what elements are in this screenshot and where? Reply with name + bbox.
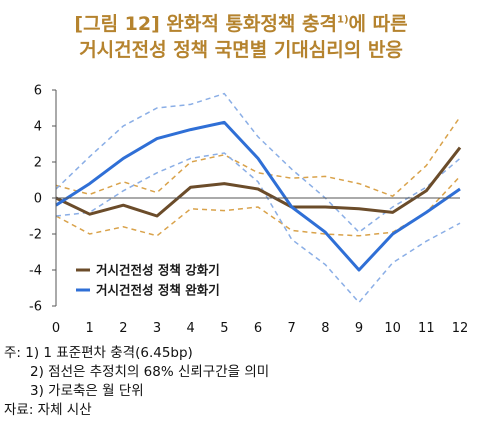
confidence-bands [55,92,461,304]
x-tick-label: 0 [52,321,60,336]
chart-notes: 주: 1) 1 표준편차 충격(6.45bp) 2) 점선은 추정치의 68% … [4,344,269,420]
x-tick-label: 2 [119,321,127,336]
x-tick-label: 8 [321,321,329,336]
series-2-line [55,120,461,272]
source-note: 자료: 자체 시산 [4,402,92,418]
x-tick-label: 9 [355,321,363,336]
y-tick-label: 6 [34,84,42,99]
series-2-lower-band [55,152,461,304]
x-tick-label: 4 [187,321,195,336]
note-line-2: 2) 점선은 추정치의 68% 신뢰구간을 의미 [30,364,270,380]
x-tick-label: 11 [418,321,435,336]
x-tick-label: 6 [254,321,262,336]
series-1-upper-band [55,116,461,198]
title-tail-text: 에 따른 [348,13,408,35]
x-tick-label: 12 [452,321,469,336]
title-footnote-mark: 1) [336,14,349,26]
chart-title-line2: 거시건전성 정책 국면별 기대심리의 반응 [79,39,403,61]
y-tick-label: -6 [29,300,42,315]
note-line-3: 3) 가로축은 월 단위 [30,383,144,399]
x-tick-label: 5 [220,321,228,336]
title-main-text: [그림 12] 완화적 통화정책 충격 [74,13,337,35]
y-tick-label: -4 [29,264,42,279]
series-lines [55,120,462,272]
y-tick-label: 0 [34,192,42,207]
x-tick-label: 7 [288,321,296,336]
x-tick-label: 3 [153,321,161,336]
y-tick-label: 2 [34,156,42,171]
x-tick-label: 1 [86,321,94,336]
y-tick-label: 4 [34,120,42,135]
chart-title-line1: [그림 12] 완화적 통화정책 충격1)에 따른 [0,12,482,36]
legend-label-2: 거시건전성 정책 완화기 [96,283,220,298]
series-2-upper-band [55,92,461,234]
legend-label-1: 거시건전성 정책 강화기 [96,263,220,278]
note-line-1: 주: 1) 1 표준편차 충격(6.45bp) [4,345,193,361]
x-tick-label: 10 [384,321,401,336]
series-1-lower-band [55,175,461,237]
y-tick-label: -2 [29,228,42,243]
series-1-line [55,146,462,218]
